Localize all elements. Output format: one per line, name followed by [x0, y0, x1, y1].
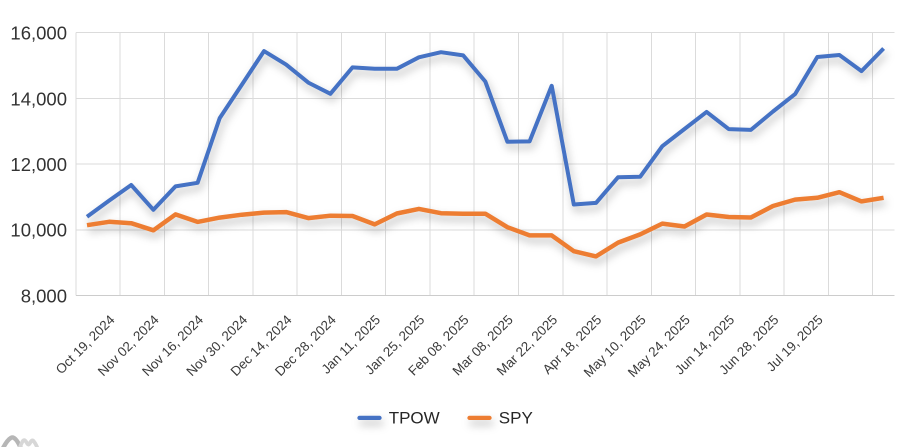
svg-text:SPY: SPY [499, 409, 533, 428]
svg-text:10,000: 10,000 [10, 220, 67, 241]
svg-text:16,000: 16,000 [10, 23, 67, 44]
svg-text:12,000: 12,000 [10, 154, 67, 175]
svg-text:8,000: 8,000 [21, 285, 67, 306]
svg-text:TPOW: TPOW [389, 409, 440, 428]
svg-text:14,000: 14,000 [10, 88, 67, 109]
